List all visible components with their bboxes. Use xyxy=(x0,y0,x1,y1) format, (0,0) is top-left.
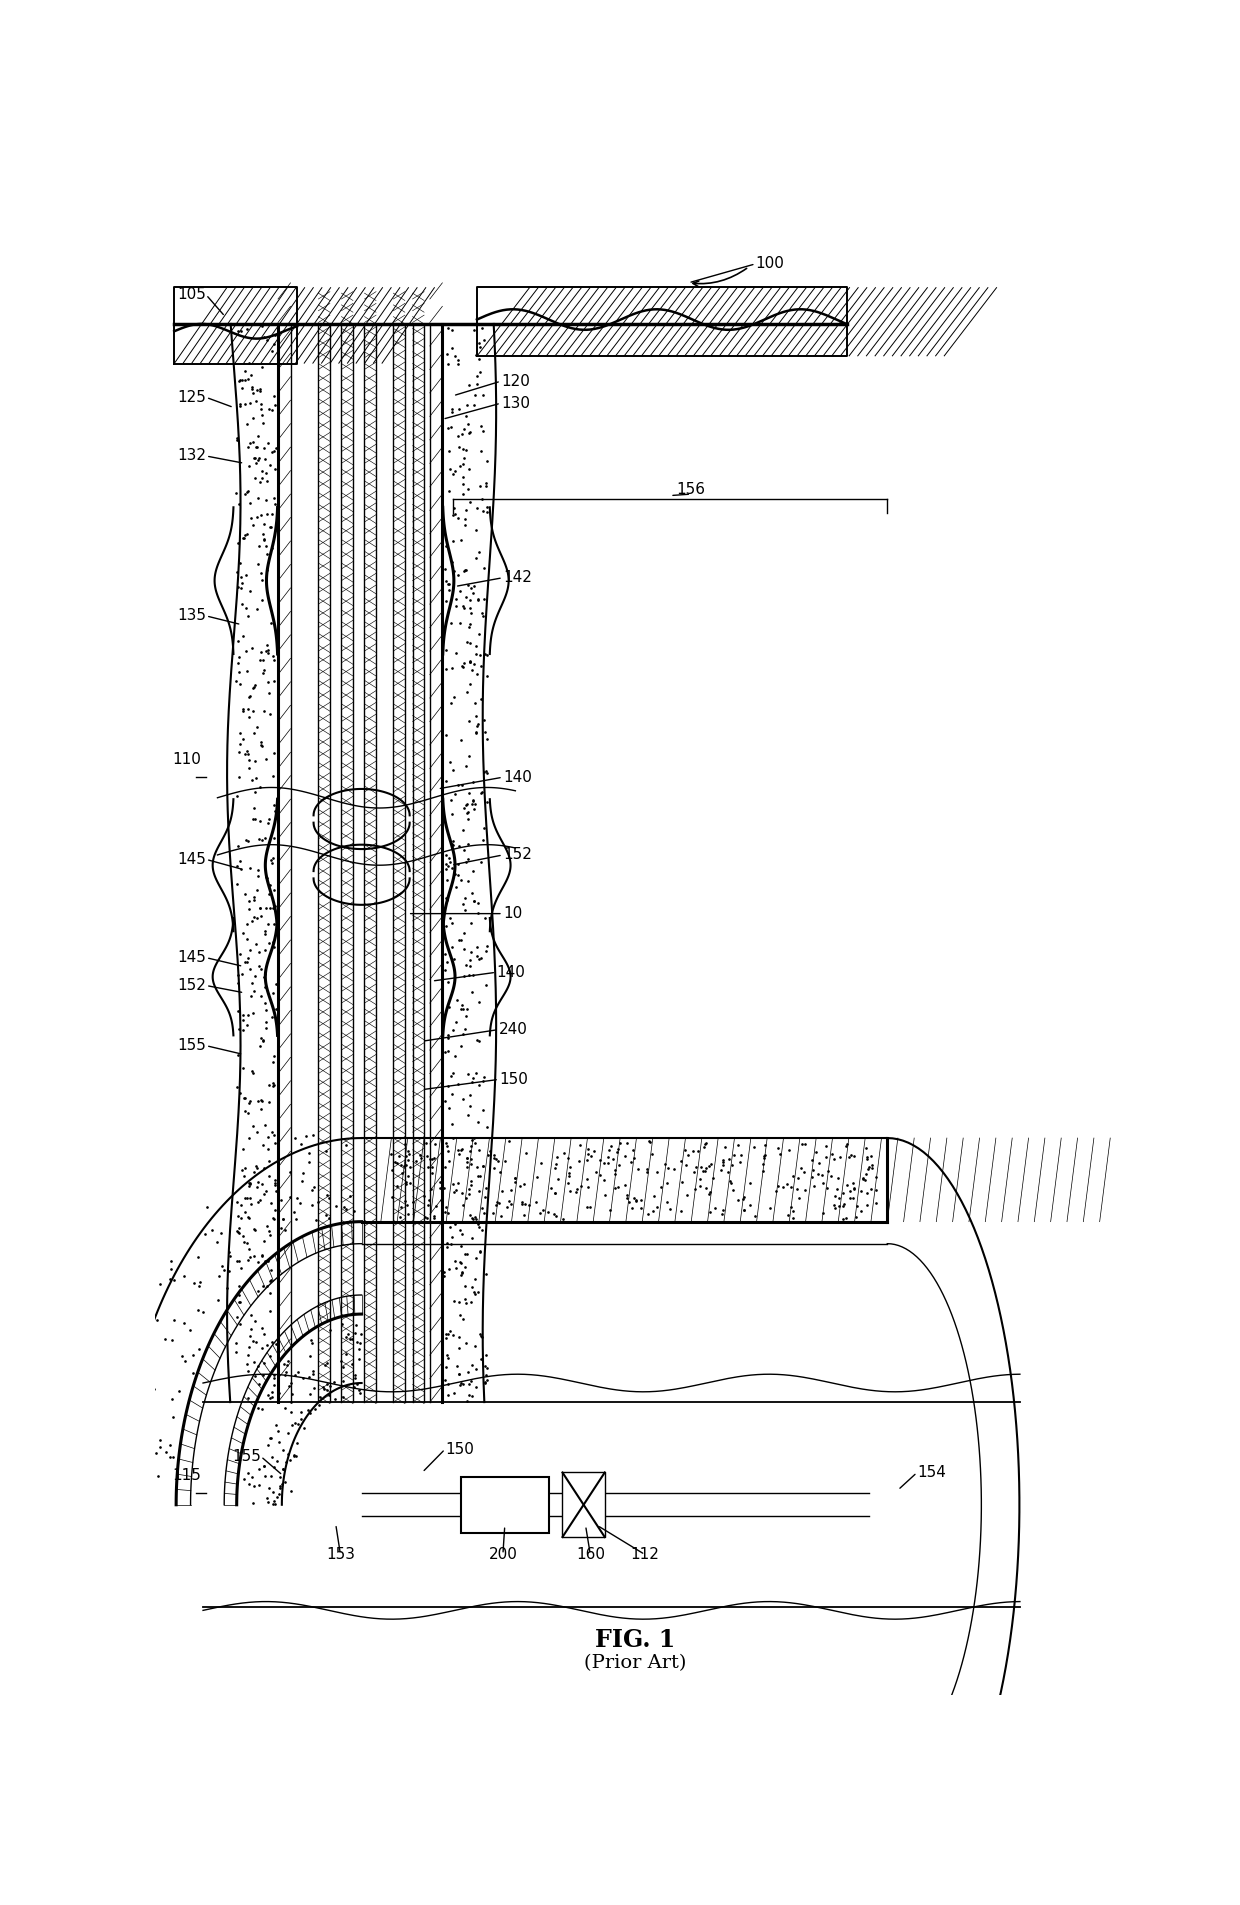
Text: 130: 130 xyxy=(501,396,529,411)
Text: 152: 152 xyxy=(503,848,532,863)
Text: 150: 150 xyxy=(498,1073,528,1088)
Text: 153: 153 xyxy=(326,1547,355,1562)
Text: 110: 110 xyxy=(172,752,201,768)
Text: FIG. 1: FIG. 1 xyxy=(595,1627,676,1652)
Text: 152: 152 xyxy=(177,977,206,993)
Bar xyxy=(460,1476,549,1534)
Text: 154: 154 xyxy=(918,1465,946,1480)
Text: 135: 135 xyxy=(177,608,206,623)
Text: 156: 156 xyxy=(677,482,706,497)
Text: 120: 120 xyxy=(501,373,529,389)
Text: 140: 140 xyxy=(503,770,532,785)
Text: (Prior Art): (Prior Art) xyxy=(584,1654,687,1673)
Text: 160: 160 xyxy=(575,1547,605,1562)
Text: 145: 145 xyxy=(177,852,206,867)
Text: 10: 10 xyxy=(503,907,522,922)
Text: 155: 155 xyxy=(232,1450,260,1463)
Polygon shape xyxy=(477,288,847,356)
Text: 142: 142 xyxy=(503,570,532,585)
Polygon shape xyxy=(174,288,298,364)
Text: 125: 125 xyxy=(177,391,206,404)
Text: 200: 200 xyxy=(489,1547,517,1562)
Text: 115: 115 xyxy=(172,1469,201,1482)
Text: 240: 240 xyxy=(498,1021,528,1036)
Text: 112: 112 xyxy=(631,1547,660,1562)
Text: 132: 132 xyxy=(177,448,206,463)
Text: 140: 140 xyxy=(496,964,525,979)
Text: 155: 155 xyxy=(177,1038,206,1053)
Text: 105: 105 xyxy=(177,288,206,303)
Text: 150: 150 xyxy=(445,1442,474,1457)
Bar xyxy=(563,1473,605,1537)
Text: 100: 100 xyxy=(755,257,785,271)
Text: 145: 145 xyxy=(177,951,206,966)
